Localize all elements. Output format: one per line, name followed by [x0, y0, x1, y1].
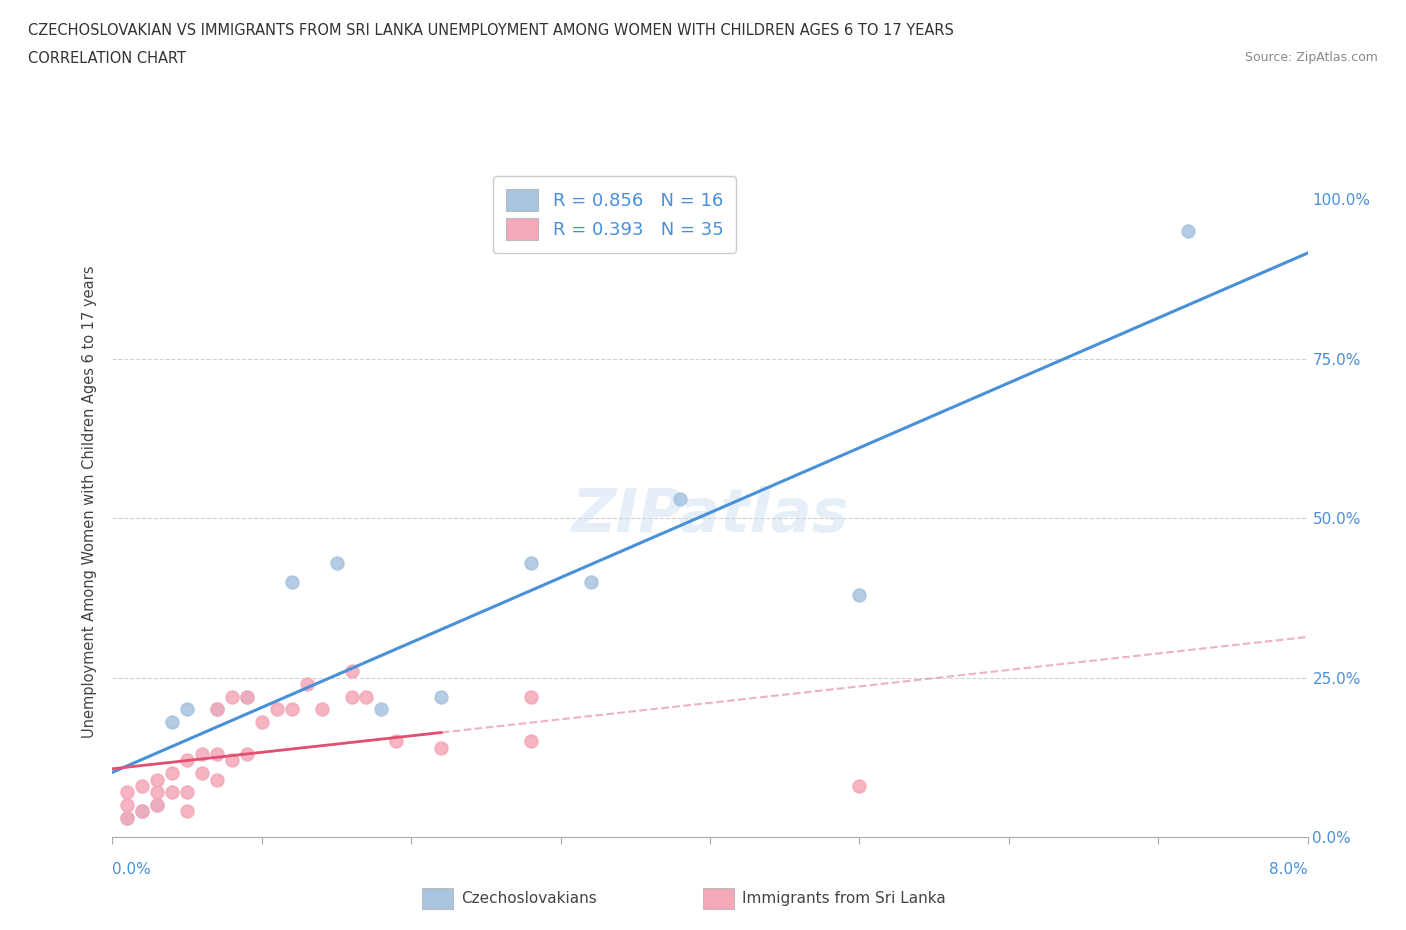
- Text: CZECHOSLOVAKIAN VS IMMIGRANTS FROM SRI LANKA UNEMPLOYMENT AMONG WOMEN WITH CHILD: CZECHOSLOVAKIAN VS IMMIGRANTS FROM SRI L…: [28, 23, 955, 38]
- Text: Source: ZipAtlas.com: Source: ZipAtlas.com: [1244, 51, 1378, 64]
- Point: [236, 747, 259, 762]
- Point: [325, 555, 347, 570]
- Point: [146, 798, 169, 813]
- Point: [340, 689, 363, 704]
- Point: [117, 798, 139, 813]
- Point: [848, 587, 870, 602]
- Point: [579, 575, 602, 590]
- Y-axis label: Unemployment Among Women with Children Ages 6 to 17 years: Unemployment Among Women with Children A…: [82, 266, 97, 738]
- Text: CORRELATION CHART: CORRELATION CHART: [28, 51, 186, 66]
- Text: Czechoslovakians: Czechoslovakians: [461, 891, 598, 906]
- Point: [520, 555, 543, 570]
- Point: [205, 702, 228, 717]
- Point: [221, 689, 243, 704]
- Point: [848, 778, 870, 793]
- Point: [236, 689, 259, 704]
- Text: ZIPatlas: ZIPatlas: [571, 486, 849, 545]
- Point: [205, 772, 228, 787]
- Point: [162, 765, 183, 780]
- Point: [191, 747, 214, 762]
- Point: [430, 740, 453, 755]
- Point: [1177, 224, 1199, 239]
- Text: 0.0%: 0.0%: [112, 862, 152, 877]
- Point: [281, 575, 304, 590]
- Point: [131, 804, 153, 819]
- Point: [131, 778, 153, 793]
- Point: [266, 702, 288, 717]
- Point: [520, 689, 543, 704]
- Legend: R = 0.856   N = 16, R = 0.393   N = 35: R = 0.856 N = 16, R = 0.393 N = 35: [494, 177, 735, 253]
- Point: [146, 772, 169, 787]
- Point: [191, 765, 214, 780]
- Point: [162, 785, 183, 800]
- Point: [205, 747, 228, 762]
- Text: Immigrants from Sri Lanka: Immigrants from Sri Lanka: [742, 891, 946, 906]
- Point: [146, 785, 169, 800]
- Point: [295, 676, 318, 691]
- Point: [117, 810, 139, 825]
- Point: [430, 689, 453, 704]
- Point: [117, 785, 139, 800]
- Point: [356, 689, 378, 704]
- Point: [176, 702, 198, 717]
- Point: [205, 702, 228, 717]
- Text: 8.0%: 8.0%: [1268, 862, 1308, 877]
- Point: [311, 702, 333, 717]
- Point: [221, 753, 243, 768]
- Point: [669, 492, 692, 507]
- Point: [370, 702, 392, 717]
- Point: [131, 804, 153, 819]
- Point: [385, 734, 408, 749]
- Point: [340, 664, 363, 679]
- Point: [281, 702, 304, 717]
- Point: [176, 753, 198, 768]
- Point: [520, 734, 543, 749]
- Point: [162, 715, 183, 730]
- Point: [236, 689, 259, 704]
- Point: [176, 804, 198, 819]
- Point: [146, 798, 169, 813]
- Point: [117, 810, 139, 825]
- Point: [176, 785, 198, 800]
- Point: [250, 715, 273, 730]
